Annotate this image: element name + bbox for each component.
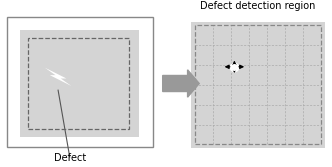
Text: Defect: Defect [53, 153, 86, 163]
Bar [28, 38, 129, 129]
Bar [195, 25, 321, 144]
Text: Defect detection region: Defect detection region [200, 1, 315, 11]
Bar [20, 30, 139, 137]
Polygon shape [163, 70, 199, 97]
Bar [7, 17, 153, 147]
Polygon shape [45, 68, 71, 86]
Bar [191, 22, 325, 148]
